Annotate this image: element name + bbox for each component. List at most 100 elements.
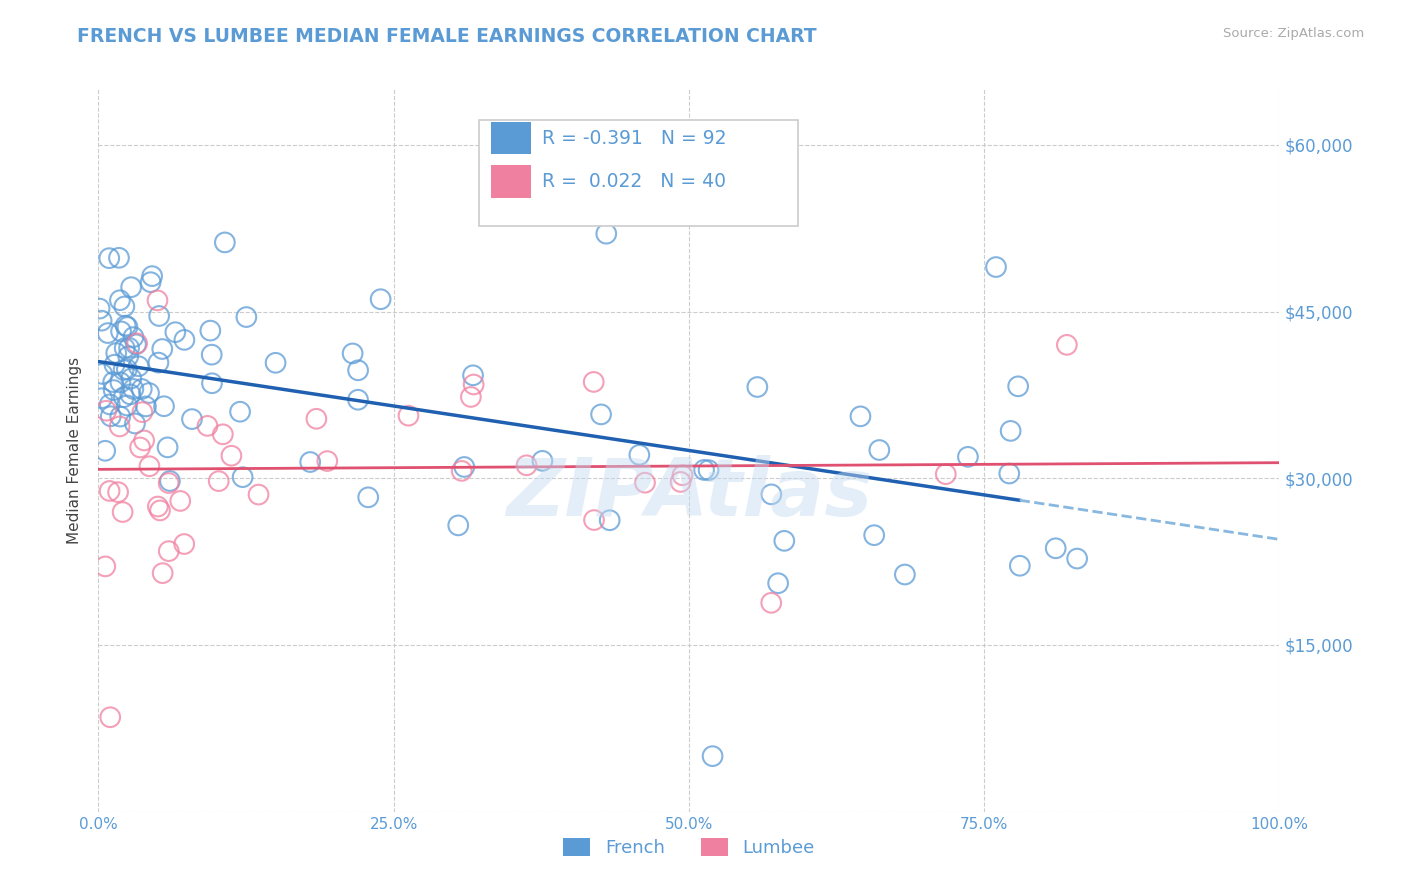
French [229, 405, 252, 419]
Lumbee [98, 710, 121, 724]
Lumbee [96, 403, 118, 417]
French [863, 528, 886, 542]
French [159, 474, 181, 488]
Lumbee [157, 544, 180, 558]
French [766, 576, 789, 591]
Lumbee [316, 454, 339, 468]
French [112, 300, 135, 314]
French [120, 387, 142, 401]
French [105, 346, 128, 360]
Lumbee [463, 377, 485, 392]
FancyBboxPatch shape [491, 121, 530, 154]
French [984, 260, 1007, 274]
French [156, 441, 179, 455]
French [595, 227, 617, 241]
French [94, 443, 117, 458]
Lumbee [398, 409, 420, 423]
French [235, 310, 257, 324]
Lumbee [669, 475, 692, 489]
French [118, 341, 141, 355]
French [232, 470, 254, 484]
FancyBboxPatch shape [478, 120, 797, 227]
Y-axis label: Median Female Earnings: Median Female Earnings [67, 357, 83, 544]
French [201, 376, 224, 391]
Lumbee [450, 464, 472, 478]
French [131, 382, 153, 396]
French [108, 251, 131, 265]
French [447, 518, 470, 533]
Lumbee [108, 419, 131, 434]
French [370, 292, 392, 306]
Lumbee [157, 476, 180, 491]
French [998, 467, 1021, 481]
Lumbee [516, 458, 538, 473]
French [100, 409, 122, 424]
French [103, 375, 125, 389]
French [114, 318, 136, 333]
French [124, 417, 146, 431]
French [148, 309, 170, 323]
Lumbee [212, 427, 235, 442]
French [453, 460, 475, 475]
Text: FRENCH VS LUMBEE MEDIAN FEMALE EARNINGS CORRELATION CHART: FRENCH VS LUMBEE MEDIAN FEMALE EARNINGS … [77, 27, 817, 45]
French [747, 380, 769, 394]
French [264, 356, 287, 370]
French [761, 487, 783, 501]
French [141, 269, 163, 284]
French [90, 313, 112, 327]
French [139, 275, 162, 289]
French [120, 371, 142, 385]
Lumbee [761, 596, 783, 610]
Text: Source: ZipAtlas.com: Source: ZipAtlas.com [1223, 27, 1364, 40]
French [299, 455, 322, 469]
Lumbee [583, 513, 606, 527]
French [1008, 558, 1031, 573]
French [697, 463, 720, 477]
Lumbee [152, 566, 174, 581]
French [773, 533, 796, 548]
French [342, 346, 364, 360]
French [89, 301, 111, 316]
Lumbee [98, 483, 121, 498]
French [117, 320, 139, 334]
French [956, 450, 979, 464]
French [110, 409, 132, 424]
French [112, 363, 135, 377]
Lumbee [460, 390, 482, 404]
Lumbee [221, 449, 243, 463]
French [461, 368, 484, 383]
French [599, 513, 621, 527]
French [103, 383, 125, 397]
French [868, 442, 890, 457]
French [849, 409, 872, 424]
French [531, 454, 554, 468]
Lumbee [134, 434, 156, 448]
French [110, 325, 132, 339]
French [214, 235, 236, 250]
Lumbee [127, 336, 149, 351]
French [153, 399, 176, 413]
French [1000, 424, 1022, 438]
French [110, 376, 132, 390]
Lumbee [138, 459, 160, 474]
Lumbee [169, 494, 191, 508]
Lumbee [111, 505, 134, 519]
French [201, 348, 224, 362]
FancyBboxPatch shape [491, 165, 530, 198]
French [117, 350, 139, 364]
Lumbee [208, 474, 231, 488]
French [628, 448, 651, 462]
French [347, 363, 370, 377]
Lumbee [146, 293, 169, 308]
French [135, 400, 157, 414]
Lumbee [305, 411, 328, 425]
French [122, 330, 145, 344]
French [114, 341, 136, 355]
French [115, 362, 138, 376]
French [115, 399, 138, 413]
French [150, 342, 173, 356]
French [200, 324, 222, 338]
French [1066, 551, 1088, 566]
Text: R =  0.022   N = 40: R = 0.022 N = 40 [543, 172, 727, 191]
French [357, 491, 380, 505]
